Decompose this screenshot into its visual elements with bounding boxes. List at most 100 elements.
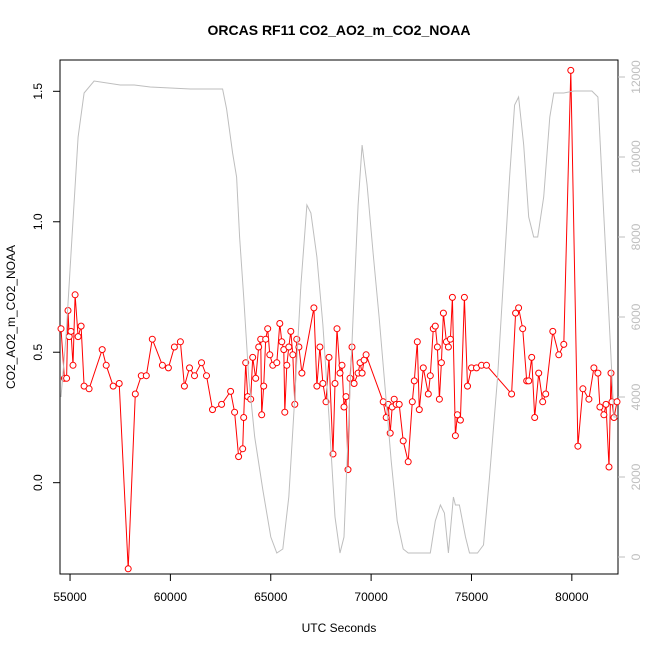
data-point	[203, 372, 210, 380]
data-point	[242, 359, 250, 367]
data-point	[444, 343, 452, 351]
data-point	[325, 353, 333, 361]
data-point	[542, 390, 550, 398]
data-point	[69, 361, 77, 369]
data-point	[198, 359, 205, 367]
data-point	[413, 338, 421, 346]
data-point	[515, 304, 523, 312]
data-point	[594, 369, 602, 377]
data-point	[109, 382, 117, 390]
chart-title: ORCAS RF11 CO2_AO2_m_CO2_NOAA	[208, 22, 471, 38]
data-point	[519, 325, 527, 333]
data-point	[333, 325, 341, 333]
data-point	[231, 408, 239, 416]
data-point	[508, 390, 516, 398]
y-tick-label: 1.5	[31, 83, 45, 100]
data-point	[67, 327, 75, 335]
y2-tick-label: 8000	[629, 223, 643, 250]
data-point	[395, 400, 403, 408]
data-point	[464, 382, 471, 390]
data-point	[260, 382, 268, 390]
series-line-right	[60, 80, 618, 554]
y2-tick-label: 4000	[629, 383, 643, 410]
data-point	[131, 390, 139, 398]
data-point	[535, 369, 543, 377]
data-point	[525, 377, 533, 385]
data-point	[262, 335, 270, 343]
x-tick-label: 80000	[555, 590, 589, 604]
data-point	[235, 453, 243, 461]
data-point	[266, 351, 274, 359]
data-point	[415, 406, 423, 414]
data-point	[186, 364, 193, 372]
x-tick-label: 75000	[455, 590, 489, 604]
data-point	[273, 359, 281, 367]
data-point	[252, 374, 260, 382]
data-point	[433, 343, 441, 351]
data-point	[283, 361, 291, 369]
data-point	[439, 309, 447, 317]
data-point	[176, 338, 184, 346]
data-point	[419, 364, 427, 372]
data-point	[585, 395, 593, 403]
data-point	[607, 369, 615, 377]
data-point	[574, 442, 582, 450]
x-tick-label: 60000	[154, 590, 188, 604]
data-point	[555, 351, 563, 359]
y-tick-label: 0.5	[31, 344, 45, 361]
data-point	[264, 325, 272, 333]
data-point	[98, 346, 106, 354]
data-point	[293, 335, 301, 343]
data-point	[399, 437, 407, 445]
data-point	[180, 382, 188, 390]
data-point	[281, 408, 289, 416]
data-point	[148, 335, 156, 343]
data-point	[531, 414, 539, 421]
data-point	[350, 380, 358, 387]
data-point	[437, 359, 445, 367]
data-point	[239, 445, 247, 453]
data-point	[613, 398, 621, 406]
data-point	[460, 293, 468, 301]
data-point	[276, 320, 284, 327]
data-point	[142, 372, 150, 380]
y2-tick-label: 12000	[629, 60, 643, 94]
data-point	[342, 393, 350, 401]
data-point	[249, 353, 257, 361]
data-point	[102, 361, 110, 369]
data-point	[410, 377, 418, 385]
data-point	[382, 414, 390, 421]
plot-area: 55000 60000 65000 70000 75000 800000.00.51.01…	[31, 59, 643, 604]
data-point	[74, 333, 82, 341]
data-point	[209, 406, 216, 414]
data-point	[164, 364, 172, 372]
data-point	[579, 385, 587, 393]
x-tick-label: 70000	[354, 590, 388, 604]
data-point	[258, 411, 266, 419]
y2-tick-label: 10000	[629, 140, 643, 174]
data-point	[358, 369, 366, 377]
data-point	[287, 327, 295, 335]
data-point	[336, 369, 344, 377]
data-point	[191, 372, 198, 380]
plot-frame	[59, 59, 619, 575]
data-point	[295, 343, 303, 351]
data-point	[71, 291, 79, 299]
data-point	[424, 390, 432, 398]
data-point	[310, 304, 318, 312]
data-point	[362, 351, 370, 359]
data-point	[344, 466, 352, 474]
data-point	[340, 403, 348, 411]
data-point	[170, 343, 178, 351]
y2-tick-label: 2000	[629, 463, 643, 490]
data-point	[240, 414, 248, 421]
data-point	[285, 343, 293, 351]
data-point	[158, 361, 166, 369]
x-tick-label: 65000	[254, 590, 288, 604]
data-point	[448, 293, 456, 301]
data-point	[313, 382, 321, 390]
data-point	[539, 398, 547, 406]
data-point	[77, 322, 85, 330]
data-point	[512, 309, 520, 317]
